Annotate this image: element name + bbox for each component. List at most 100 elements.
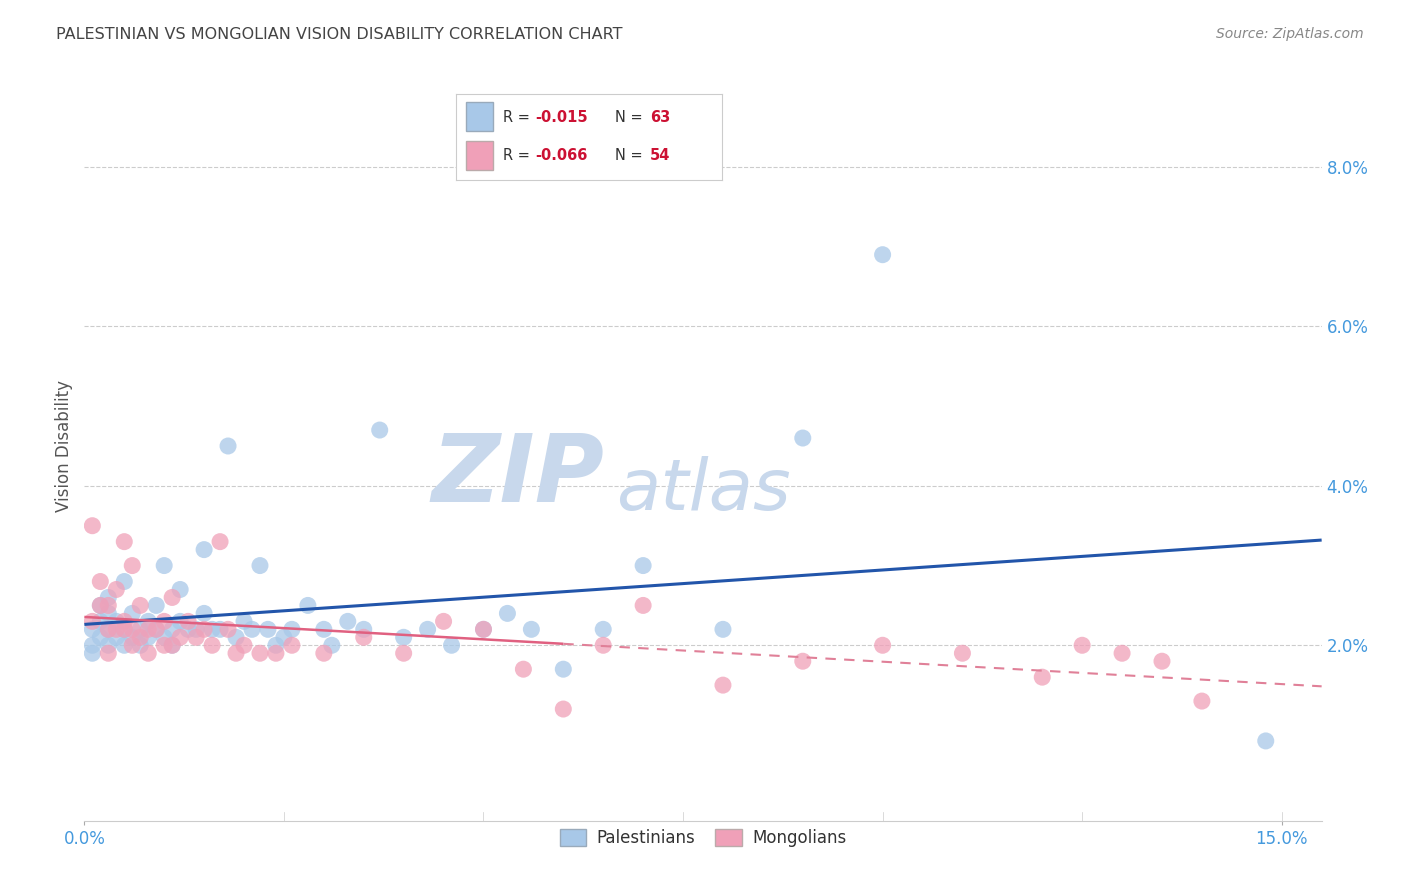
Point <box>1031 670 1053 684</box>
Point <box>136 646 159 660</box>
Text: ZIP: ZIP <box>432 430 605 522</box>
Point <box>82 518 104 533</box>
Point <box>169 615 191 629</box>
Point <box>112 574 135 589</box>
Point <box>169 630 191 644</box>
Point <box>136 630 159 644</box>
Point <box>129 599 152 613</box>
Point <box>353 623 375 637</box>
Point <box>129 638 152 652</box>
Point <box>312 646 335 660</box>
Point <box>520 623 543 637</box>
Point <box>1150 654 1173 668</box>
Point <box>631 599 654 613</box>
Point <box>368 423 391 437</box>
Point <box>129 623 152 637</box>
Point <box>97 607 120 621</box>
Point <box>249 558 271 573</box>
Point <box>82 623 104 637</box>
Point <box>89 615 111 629</box>
Point <box>1111 646 1133 660</box>
Point <box>145 623 167 637</box>
Point <box>105 630 128 644</box>
Point <box>217 623 239 637</box>
Point <box>233 638 256 652</box>
Point <box>872 638 894 652</box>
Point <box>1191 694 1213 708</box>
Point <box>225 630 247 644</box>
Point <box>97 623 120 637</box>
Point <box>201 638 224 652</box>
Point <box>201 623 224 637</box>
Point <box>177 623 200 637</box>
Point <box>281 638 304 652</box>
Point <box>82 646 104 660</box>
Point <box>281 623 304 637</box>
Point <box>105 582 128 597</box>
Point <box>89 574 111 589</box>
Point <box>129 630 152 644</box>
Point <box>592 623 614 637</box>
Point <box>121 638 143 652</box>
Point <box>112 623 135 637</box>
Point <box>82 615 104 629</box>
Point <box>193 607 215 621</box>
Point <box>169 582 191 597</box>
Point <box>193 542 215 557</box>
Point <box>121 558 143 573</box>
Point <box>496 607 519 621</box>
Point <box>112 615 135 629</box>
Point <box>392 630 415 644</box>
Point <box>440 638 463 652</box>
Point <box>1254 734 1277 748</box>
Point <box>312 623 335 637</box>
Point <box>792 431 814 445</box>
Point <box>472 623 495 637</box>
Point <box>184 630 207 644</box>
Point <box>136 615 159 629</box>
Point <box>184 623 207 637</box>
Point <box>711 623 734 637</box>
Point <box>264 646 287 660</box>
Point <box>792 654 814 668</box>
Point <box>145 623 167 637</box>
Point <box>336 615 359 629</box>
Point <box>193 623 215 637</box>
Point <box>472 623 495 637</box>
Point <box>432 615 454 629</box>
Point <box>121 630 143 644</box>
Point <box>225 646 247 660</box>
Point <box>160 638 183 652</box>
Point <box>592 638 614 652</box>
Text: Source: ZipAtlas.com: Source: ZipAtlas.com <box>1216 27 1364 41</box>
Point <box>97 591 120 605</box>
Point <box>160 638 183 652</box>
Point <box>353 630 375 644</box>
Point <box>112 534 135 549</box>
Point <box>952 646 974 660</box>
Point <box>145 599 167 613</box>
Point <box>153 558 176 573</box>
Point <box>121 607 143 621</box>
Point <box>82 638 104 652</box>
Point <box>136 623 159 637</box>
Legend: Palestinians, Mongolians: Palestinians, Mongolians <box>553 822 853 854</box>
Point <box>89 599 111 613</box>
Point <box>392 646 415 660</box>
Point <box>249 646 271 660</box>
Point <box>153 638 176 652</box>
Point <box>97 599 120 613</box>
Point <box>153 630 176 644</box>
Point <box>112 638 135 652</box>
Point <box>209 534 232 549</box>
Point <box>160 591 183 605</box>
Point <box>553 702 575 716</box>
Point <box>257 623 280 637</box>
Text: PALESTINIAN VS MONGOLIAN VISION DISABILITY CORRELATION CHART: PALESTINIAN VS MONGOLIAN VISION DISABILI… <box>56 27 623 42</box>
Y-axis label: Vision Disability: Vision Disability <box>55 380 73 512</box>
Point <box>240 623 263 637</box>
Point <box>512 662 534 676</box>
Point <box>209 623 232 637</box>
Point <box>97 623 120 637</box>
Point <box>297 599 319 613</box>
